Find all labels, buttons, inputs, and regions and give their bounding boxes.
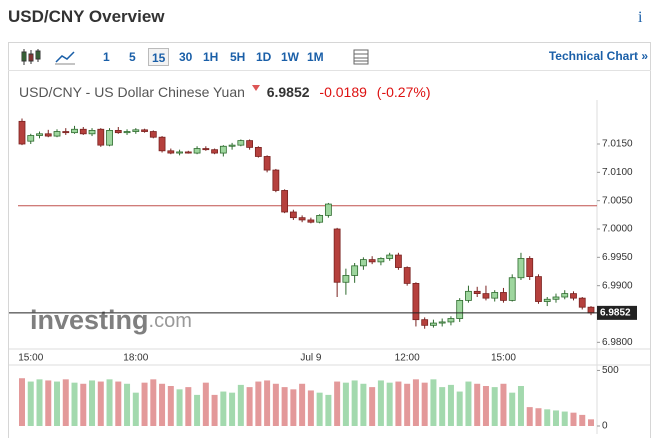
interval-button[interactable]: 15: [148, 48, 170, 66]
table-icon[interactable]: [352, 48, 370, 66]
change: -0.0189: [319, 84, 367, 100]
interval-button[interactable]: 1W: [281, 50, 299, 64]
interval-button[interactable]: 5H: [230, 50, 246, 64]
last-price: 6.9852: [266, 84, 310, 100]
info-icon[interactable]: i: [638, 9, 643, 26]
widget-frame: [8, 42, 651, 438]
page-title: USD/CNY Overview: [8, 7, 165, 26]
change-percent: (-0.27%): [376, 84, 431, 100]
interval-button[interactable]: 5: [129, 50, 136, 64]
interval-button[interactable]: 1: [103, 50, 110, 64]
line-icon[interactable]: [54, 48, 76, 66]
interval-button[interactable]: 1D: [256, 50, 272, 64]
interval-button[interactable]: 1M: [307, 50, 324, 64]
interval-button[interactable]: 1H: [203, 50, 219, 64]
down-arrow: [251, 85, 260, 91]
instrument-name: USD/CNY - US Dollar Chinese Yuan: [19, 84, 245, 100]
interval-button[interactable]: 30: [179, 50, 193, 64]
quote-line: USD/CNY - US Dollar Chinese Yuan 6.9852 …: [19, 83, 430, 100]
candles-icon[interactable]: [20, 48, 42, 66]
technical-chart-link[interactable]: Technical Chart »: [548, 49, 648, 63]
toolbar: 1 5 15 30 1H 5H 1D 1W 1M Technical Chart »: [8, 43, 651, 71]
